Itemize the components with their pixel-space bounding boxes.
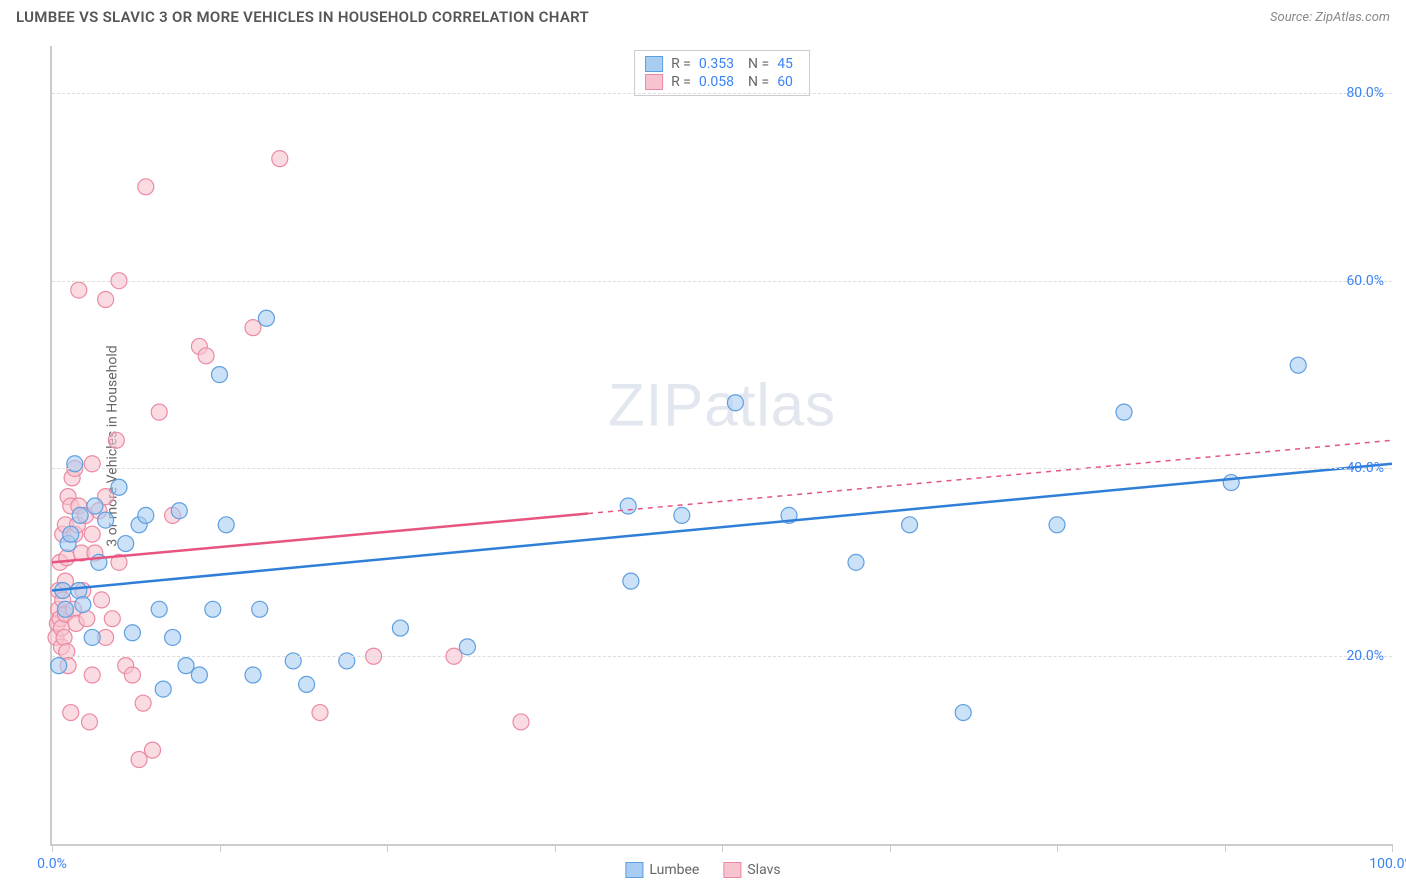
data-point xyxy=(848,554,864,570)
data-point xyxy=(252,601,268,617)
swatch-lumbee xyxy=(645,56,663,72)
ytick-label: 20.0% xyxy=(1346,648,1384,664)
data-point xyxy=(151,404,167,420)
data-point xyxy=(513,714,529,730)
ytick-label: 80.0% xyxy=(1346,85,1384,101)
data-point xyxy=(212,367,228,383)
data-point xyxy=(165,629,181,645)
data-point xyxy=(124,667,140,683)
stats-row-slavs: R = 0.058 N = 60 xyxy=(645,73,799,91)
xtick xyxy=(722,844,723,852)
data-point xyxy=(98,512,114,528)
gridline-h xyxy=(52,468,1392,469)
n-value-slavs: 60 xyxy=(777,74,793,90)
chart-plot-area: ZIPatlas R = 0.353 N = 45 R = 0.058 N = … xyxy=(50,46,1392,846)
swatch-slavs xyxy=(645,74,663,90)
ytick-label: 60.0% xyxy=(1346,273,1384,289)
data-point xyxy=(623,573,639,589)
data-point xyxy=(51,658,67,674)
ytick-label: 40.0% xyxy=(1346,460,1384,476)
swatch-lumbee-bottom xyxy=(625,862,643,878)
data-point xyxy=(72,507,88,523)
gridline-h xyxy=(52,93,1392,94)
data-point xyxy=(205,601,221,617)
data-point xyxy=(459,639,475,655)
data-point xyxy=(245,667,261,683)
xtick xyxy=(1392,844,1393,852)
data-point xyxy=(94,592,110,608)
data-point xyxy=(155,681,171,697)
data-point xyxy=(84,629,100,645)
data-point xyxy=(955,705,971,721)
data-point xyxy=(87,498,103,514)
xtick-label: 0.0% xyxy=(37,856,67,872)
data-point xyxy=(145,742,161,758)
data-point xyxy=(71,583,87,599)
n-value-lumbee: 45 xyxy=(777,56,793,72)
data-point xyxy=(902,517,918,533)
data-point xyxy=(111,479,127,495)
data-point xyxy=(674,507,690,523)
data-point xyxy=(272,151,288,167)
data-point xyxy=(57,601,73,617)
trend-line-solid xyxy=(52,464,1392,591)
data-point xyxy=(98,291,114,307)
stats-legend-box: R = 0.353 N = 45 R = 0.058 N = 60 xyxy=(634,50,810,96)
chart-title: LUMBEE VS SLAVIC 3 OR MORE VEHICLES IN H… xyxy=(16,8,589,26)
xtick xyxy=(1057,844,1058,852)
data-point xyxy=(131,752,147,768)
data-point xyxy=(258,310,274,326)
data-point xyxy=(56,629,72,645)
data-point xyxy=(84,526,100,542)
gridline-h xyxy=(52,656,1392,657)
data-point xyxy=(171,503,187,519)
data-point xyxy=(1290,357,1306,373)
data-point xyxy=(1116,404,1132,420)
data-point xyxy=(245,320,261,336)
xtick xyxy=(890,844,891,852)
data-point xyxy=(138,179,154,195)
data-point xyxy=(79,611,95,627)
xtick xyxy=(555,844,556,852)
data-point xyxy=(1223,475,1239,491)
data-point xyxy=(63,705,79,721)
r-value-slavs: 0.058 xyxy=(699,74,734,90)
xtick xyxy=(52,844,53,852)
legend-item-lumbee: Lumbee xyxy=(625,862,699,878)
data-point xyxy=(82,714,98,730)
data-point xyxy=(71,282,87,298)
data-point xyxy=(198,348,214,364)
xtick-label: 100.0% xyxy=(1369,856,1406,872)
data-point xyxy=(392,620,408,636)
data-point xyxy=(312,705,328,721)
data-point xyxy=(1049,517,1065,533)
data-point xyxy=(63,526,79,542)
data-point xyxy=(299,676,315,692)
data-point xyxy=(218,517,234,533)
data-point xyxy=(84,667,100,683)
swatch-slavs-bottom xyxy=(723,862,741,878)
data-point xyxy=(151,601,167,617)
data-point xyxy=(124,625,140,641)
data-point xyxy=(75,597,91,613)
data-point xyxy=(108,432,124,448)
data-point xyxy=(104,611,120,627)
bottom-legend: Lumbee Slavs xyxy=(625,862,780,878)
data-point xyxy=(191,667,207,683)
scatter-plot-svg xyxy=(52,46,1392,844)
data-point xyxy=(620,498,636,514)
data-point xyxy=(118,536,134,552)
gridline-h xyxy=(52,281,1392,282)
legend-item-slavs: Slavs xyxy=(723,862,780,878)
xtick xyxy=(387,844,388,852)
source-credit: Source: ZipAtlas.com xyxy=(1270,10,1390,25)
r-value-lumbee: 0.353 xyxy=(699,56,734,72)
data-point xyxy=(727,395,743,411)
data-point xyxy=(135,695,151,711)
data-point xyxy=(138,507,154,523)
xtick xyxy=(220,844,221,852)
xtick xyxy=(1225,844,1226,852)
stats-row-lumbee: R = 0.353 N = 45 xyxy=(645,55,799,73)
data-point xyxy=(178,658,194,674)
